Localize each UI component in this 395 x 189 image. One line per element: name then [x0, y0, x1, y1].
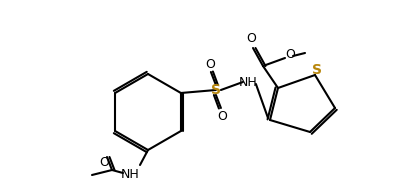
Text: O: O	[217, 109, 227, 122]
Text: S: S	[312, 63, 322, 77]
Text: O: O	[205, 57, 215, 70]
Text: O: O	[99, 156, 109, 169]
Text: S: S	[211, 83, 221, 97]
Text: O: O	[285, 49, 295, 61]
Text: NH: NH	[120, 169, 139, 181]
Text: NH: NH	[239, 75, 257, 88]
Text: O: O	[246, 33, 256, 46]
